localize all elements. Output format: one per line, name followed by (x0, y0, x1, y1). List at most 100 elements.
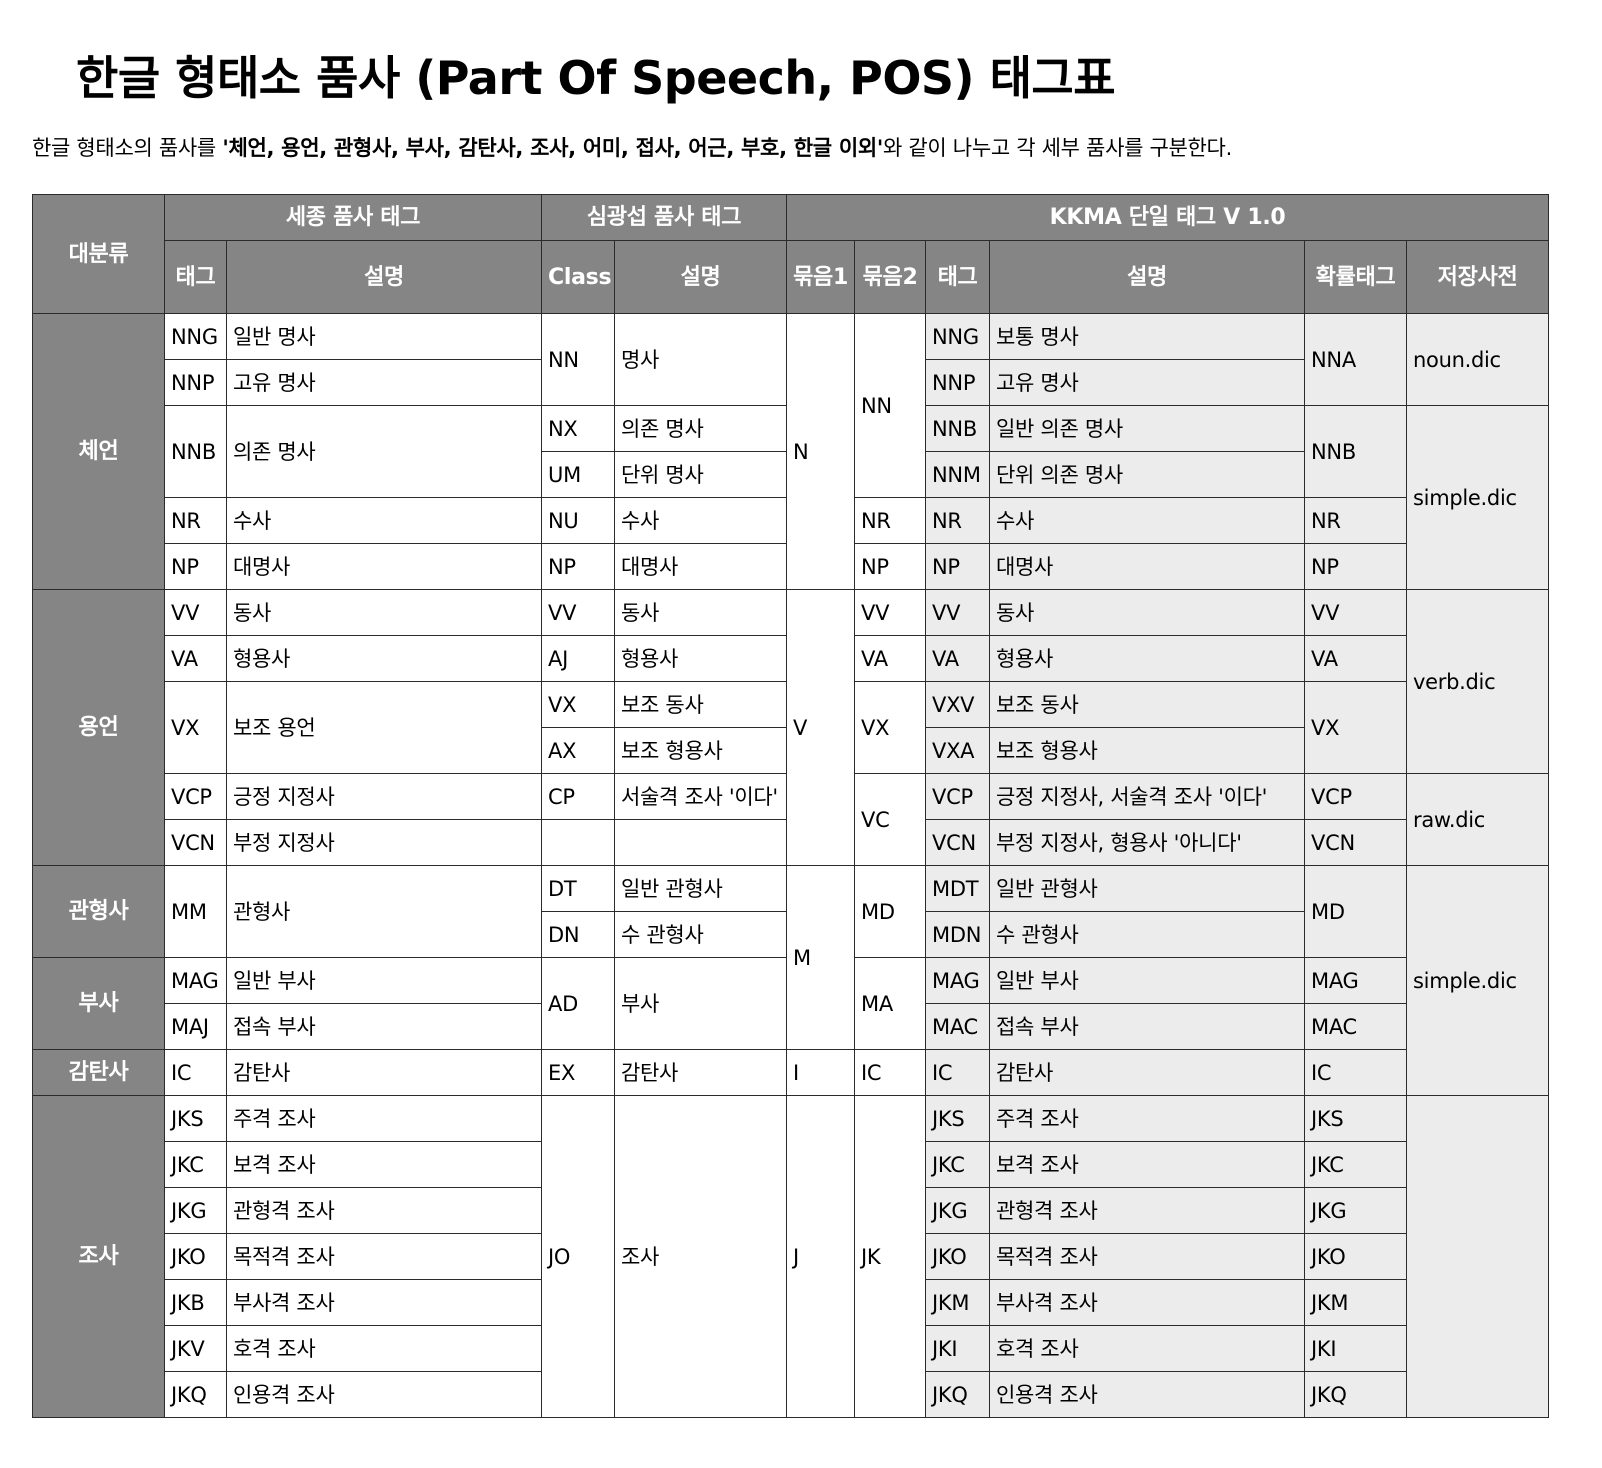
category-cell: 조사 (32, 1095, 165, 1418)
kkma-desc-cell: 단위 의존 명사 (989, 451, 1306, 498)
kkma-desc-cell: 목적격 조사 (989, 1233, 1306, 1280)
kkma-tag-cell: MAG (925, 957, 991, 1004)
group2-cell: JK (854, 1095, 927, 1418)
sejong-desc-cell: 의존 명사 (225, 405, 543, 498)
sejong-tag-cell: MM (164, 865, 227, 958)
sejong-desc-cell: 일반 명사 (225, 313, 543, 360)
sejong-desc-cell: 수사 (225, 497, 543, 544)
table-row: 체언 NNG 일반 명사 NN 명사 N NN NNG 보통 명사 NNA no… (32, 313, 1550, 590)
prob-tag-cell: VX (1304, 681, 1408, 774)
sejong-desc-cell: 긍정 지정사 (225, 773, 543, 820)
kkma-tag-cell: JKG (925, 1187, 991, 1234)
kkma-desc-cell: 부사격 조사 (989, 1279, 1306, 1326)
sejong-tag-cell: JKQ (164, 1371, 227, 1418)
kkma-tag-cell: NP (925, 543, 991, 590)
sejong-tag-cell: NNG (164, 313, 227, 360)
group2-cell: NN (854, 313, 927, 498)
shim-class-cell: DT (541, 865, 616, 912)
sejong-desc-cell: 접속 부사 (225, 1003, 543, 1050)
group1-cell: M (786, 865, 856, 1050)
sejong-desc-cell: 관형사 (225, 865, 543, 958)
dict-cell: raw.dic (1406, 773, 1550, 866)
prob-tag-cell: VCN (1304, 819, 1408, 866)
kkma-tag-cell: MDT (925, 865, 991, 912)
prob-tag-cell: NNA (1304, 313, 1408, 406)
sejong-tag-cell: VCP (164, 773, 227, 820)
category-cell: 체언 (32, 313, 165, 590)
dict-cell (1406, 1095, 1550, 1418)
sejong-desc-cell: 보조 용언 (225, 681, 543, 774)
shim-desc-cell: 명사 (614, 313, 788, 406)
sejong-desc-cell: 부사격 조사 (225, 1279, 543, 1326)
sejong-desc-cell: 주격 조사 (225, 1095, 543, 1142)
kkma-tag-cell: VXA (925, 727, 991, 774)
group2-cell: NP (854, 543, 927, 590)
dict-cell: verb.dic (1406, 589, 1550, 774)
sejong-tag-cell: VX (164, 681, 227, 774)
kkma-desc-cell: 대명사 (989, 543, 1306, 590)
table-row: VCP 긍정 지정사 CP 서술격 조사 '이다' VC VCP 긍정 지정사,… (33, 773, 1550, 866)
header-category: 대분류 (32, 194, 165, 314)
header-prob-tag: 확률태그 (1304, 240, 1408, 314)
prob-tag-cell: NP (1304, 543, 1408, 590)
table-row: JKQ 인용격 조사 JKQ 인용격 조사 JKQ (33, 1371, 1549, 1418)
page-title: 한글 형태소 품사 (Part Of Speech, POS) 태그표 (76, 51, 1116, 105)
kkma-desc-cell: 긍정 지정사, 서술격 조사 '이다' (989, 773, 1306, 820)
shim-desc-cell: 감탄사 (614, 1049, 788, 1096)
kkma-tag-cell: MAC (925, 1003, 991, 1050)
shim-desc-cell: 보조 동사 (614, 681, 788, 728)
shim-desc-cell: 의존 명사 (614, 405, 788, 452)
prob-tag-cell: JKO (1304, 1233, 1408, 1280)
shim-desc-cell: 서술격 조사 '이다' (614, 773, 788, 820)
shim-class-cell: NU (541, 497, 616, 544)
sejong-tag-cell: NR (164, 497, 227, 544)
table-row: 관형사 MM 관형사 DT 일반 관형사 M MD MDT 일반 관형사 MD … (32, 865, 1550, 1096)
table-row: VA 형용사 AJ 형용사 VA VA 형용사 VA (33, 635, 1549, 682)
kkma-desc-cell: 형용사 (989, 635, 1306, 682)
sejong-desc-cell: 동사 (225, 589, 543, 636)
header-kkma-desc: 설명 (989, 240, 1306, 314)
header-shim-desc: 설명 (614, 240, 788, 314)
shim-class-cell: DN (541, 911, 616, 958)
table-body: 체언 NNG 일반 명사 NN 명사 N NN NNG 보통 명사 NNA no… (32, 313, 1550, 1418)
kkma-tag-cell: JKS (925, 1095, 991, 1142)
shim-class-cell: NP (541, 543, 616, 590)
table-row: AX 보조 형용사 VXA 보조 형용사 (33, 727, 1549, 774)
prob-tag-cell: JKQ (1304, 1371, 1408, 1418)
kkma-desc-cell: 고유 명사 (989, 359, 1306, 406)
kkma-tag-cell: VCN (925, 819, 991, 866)
sejong-desc-cell: 형용사 (225, 635, 543, 682)
table-row: JKC 보격 조사 JKC 보격 조사 JKC (33, 1141, 1549, 1188)
kkma-tag-cell: VCP (925, 773, 991, 820)
shim-desc-cell (614, 819, 788, 866)
table-row: JKV 호격 조사 JKI 호격 조사 JKI (33, 1325, 1549, 1372)
table-row: NR 수사 NU 수사 NR NR 수사 NR (33, 497, 1549, 544)
table-row: 부사 MAG 일반 부사 AD 부사 MA MAG 일반 부사 MAG (32, 957, 1549, 1050)
category-cell: 용언 (32, 589, 165, 866)
dict-cell: noun.dic (1406, 313, 1550, 406)
kkma-desc-cell: 보조 동사 (989, 681, 1306, 728)
shim-class-cell: AJ (541, 635, 616, 682)
kkma-tag-cell: IC (925, 1049, 991, 1096)
sejong-desc-cell: 보격 조사 (225, 1141, 543, 1188)
table-row: NNP 고유 명사 NNP 고유 명사 (33, 359, 1549, 406)
kkma-desc-cell: 일반 의존 명사 (989, 405, 1306, 452)
table-row: UM 단위 명사 NNM 단위 의존 명사 (33, 451, 1549, 498)
group2-cell: IC (854, 1049, 927, 1096)
table-header: 대분류 세종 품사 태그 심광섭 품사 태그 KKMA 단일 태그 V 1.0 … (32, 194, 1550, 314)
shim-class-cell: NN (541, 313, 616, 406)
header-sejong: 세종 품사 태그 (163, 194, 543, 241)
sejong-desc-cell: 호격 조사 (225, 1325, 543, 1372)
table-row: VCN 부정 지정사 VCN 부정 지정사, 형용사 '아니다' VCN (33, 819, 1549, 866)
shim-class-cell: UM (541, 451, 616, 498)
shim-desc-cell: 보조 형용사 (614, 727, 788, 774)
group1-cell: I (786, 1049, 856, 1096)
sejong-desc-cell: 대명사 (225, 543, 543, 590)
intro-bold-list: '체언, 용언, 관형사, 부사, 감탄사, 조사, 어미, 접사, 어근, 부… (222, 136, 883, 160)
header-sejong-tag: 태그 (164, 240, 227, 314)
prob-tag-cell: MAG (1304, 957, 1408, 1004)
kkma-tag-cell: JKI (925, 1325, 991, 1372)
kkma-desc-cell: 수 관형사 (989, 911, 1306, 958)
sejong-tag-cell: JKG (164, 1187, 227, 1234)
sejong-desc-cell: 인용격 조사 (225, 1371, 543, 1418)
